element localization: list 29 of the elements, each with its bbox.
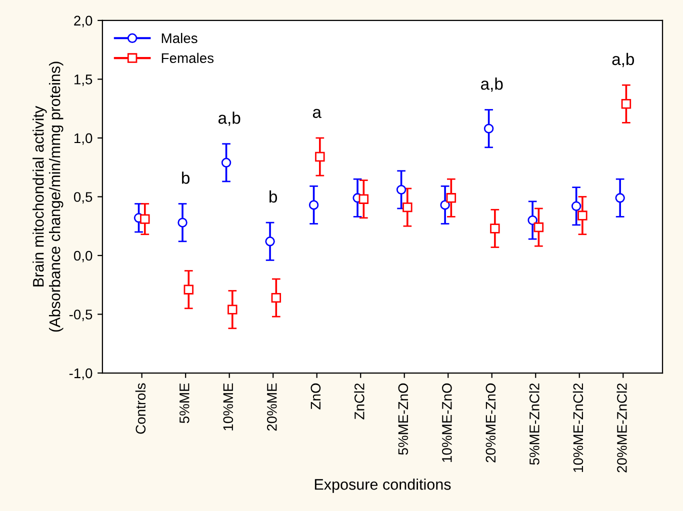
y-tick-label: 2,0 — [74, 16, 92, 28]
x-tick-label: 20%ME-ZnO — [486, 383, 496, 462]
y-tick-label: 0,0 — [74, 250, 92, 262]
annotation: a — [312, 108, 322, 118]
y-axis-title: Brain mitochondrial activity (Absorbance change/min/mmg proteins) — [32, 62, 64, 332]
legend-label: Females — [162, 52, 214, 64]
x-tick-label: 20%ME — [266, 383, 277, 431]
annotation: b — [270, 190, 278, 203]
legend-label: Males — [162, 32, 198, 44]
x-tick-label: 5%ME-ZnCl2 — [529, 383, 540, 465]
annotation: a,b — [612, 52, 634, 68]
x-tick-label: Controls — [135, 383, 146, 434]
x-tick-label: 5%ME-ZnO — [398, 383, 408, 455]
x-tick-label: 20%ME-ZnCl2 — [616, 383, 627, 472]
annotation: a,b — [218, 112, 240, 126]
annotation: b — [182, 172, 190, 184]
y-tick-label: -0,5 — [69, 310, 92, 322]
x-tick-label: ZnO — [310, 383, 321, 410]
x-tick-label: 10%ME-ZnO — [442, 383, 452, 462]
x-axis-title: Exposure conditions — [314, 478, 451, 493]
y-tick-label: 0,5 — [74, 192, 92, 204]
annotation: a,b — [480, 78, 503, 92]
y-tick-label: -1,0 — [69, 368, 92, 380]
x-tick-label: 10%ME-ZnCl2 — [572, 383, 584, 472]
x-tick-label: 10%ME — [223, 383, 234, 430]
y-tick-label: 1,0 — [74, 133, 92, 145]
y-tick-label: 1,5 — [74, 74, 92, 86]
x-tick-label: ZnCl2 — [354, 383, 364, 420]
x-tick-label: 5%ME — [180, 383, 190, 424]
